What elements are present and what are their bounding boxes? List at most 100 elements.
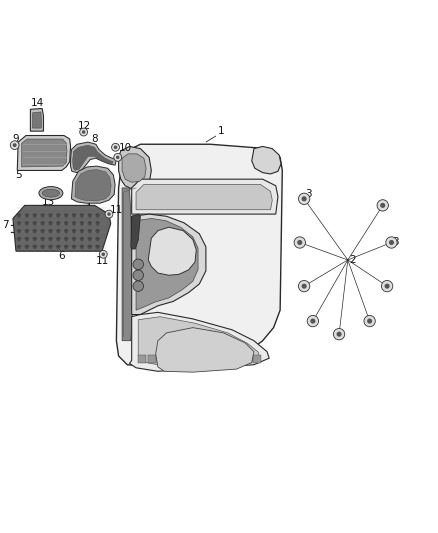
Polygon shape	[131, 214, 141, 249]
Circle shape	[298, 193, 310, 205]
Circle shape	[310, 319, 315, 324]
Circle shape	[302, 196, 307, 201]
Bar	[254, 354, 261, 362]
Circle shape	[116, 156, 120, 159]
Circle shape	[385, 284, 390, 289]
Circle shape	[95, 245, 100, 249]
Circle shape	[307, 316, 318, 327]
Circle shape	[25, 221, 29, 225]
Circle shape	[80, 237, 84, 241]
Circle shape	[13, 143, 17, 147]
Polygon shape	[13, 205, 111, 251]
Bar	[148, 354, 155, 362]
Circle shape	[381, 280, 393, 292]
Circle shape	[114, 146, 117, 149]
Circle shape	[64, 213, 68, 217]
Circle shape	[88, 229, 92, 233]
Ellipse shape	[39, 187, 63, 200]
Circle shape	[48, 221, 53, 225]
Circle shape	[88, 213, 92, 217]
Ellipse shape	[42, 189, 60, 197]
Polygon shape	[122, 188, 133, 341]
Circle shape	[56, 229, 60, 233]
Circle shape	[56, 245, 60, 249]
Circle shape	[99, 251, 107, 258]
Circle shape	[95, 229, 100, 233]
Circle shape	[17, 229, 21, 233]
Circle shape	[82, 130, 85, 134]
Circle shape	[64, 237, 68, 241]
Bar	[225, 354, 233, 362]
Polygon shape	[252, 147, 281, 174]
Circle shape	[48, 229, 53, 233]
Circle shape	[64, 245, 68, 249]
Circle shape	[32, 237, 37, 241]
Polygon shape	[32, 112, 41, 128]
Circle shape	[11, 141, 19, 149]
Circle shape	[95, 221, 100, 225]
Text: 3: 3	[305, 189, 312, 199]
Bar	[167, 354, 175, 362]
Circle shape	[102, 253, 105, 256]
Bar	[186, 354, 194, 362]
Circle shape	[48, 245, 53, 249]
Polygon shape	[71, 166, 115, 203]
Text: 7: 7	[2, 220, 8, 230]
Bar	[205, 354, 213, 362]
Bar	[138, 354, 146, 362]
Circle shape	[80, 221, 84, 225]
Circle shape	[40, 237, 45, 241]
Polygon shape	[136, 219, 198, 310]
Circle shape	[32, 229, 37, 233]
Polygon shape	[119, 147, 151, 189]
Polygon shape	[73, 145, 113, 171]
Text: 3: 3	[392, 238, 399, 247]
Circle shape	[40, 245, 45, 249]
Polygon shape	[148, 227, 196, 275]
Polygon shape	[21, 139, 67, 167]
Polygon shape	[132, 179, 278, 214]
Circle shape	[25, 237, 29, 241]
Circle shape	[386, 237, 397, 248]
Circle shape	[32, 213, 37, 217]
Polygon shape	[122, 154, 146, 182]
Polygon shape	[136, 184, 272, 210]
Circle shape	[17, 245, 21, 249]
Text: 10: 10	[119, 143, 132, 153]
Text: 11: 11	[110, 205, 123, 215]
Circle shape	[32, 221, 37, 225]
Polygon shape	[30, 108, 43, 131]
Circle shape	[377, 200, 389, 211]
Circle shape	[56, 213, 60, 217]
Circle shape	[40, 213, 45, 217]
Circle shape	[336, 332, 342, 337]
Polygon shape	[130, 312, 269, 372]
Circle shape	[107, 212, 111, 216]
Circle shape	[72, 213, 76, 217]
Circle shape	[80, 128, 88, 136]
Circle shape	[88, 245, 92, 249]
Text: 14: 14	[31, 98, 44, 108]
Bar	[177, 354, 184, 362]
Circle shape	[298, 280, 310, 292]
Polygon shape	[117, 144, 283, 367]
Circle shape	[294, 237, 305, 248]
Bar	[157, 354, 165, 362]
Circle shape	[32, 245, 37, 249]
Polygon shape	[71, 142, 117, 173]
Circle shape	[64, 229, 68, 233]
Circle shape	[114, 154, 122, 161]
Circle shape	[25, 229, 29, 233]
Circle shape	[48, 213, 53, 217]
Circle shape	[56, 221, 60, 225]
Circle shape	[333, 328, 345, 340]
Text: 2: 2	[350, 255, 357, 265]
Circle shape	[133, 281, 144, 292]
Circle shape	[112, 143, 120, 151]
Text: 6: 6	[59, 251, 65, 261]
Circle shape	[72, 237, 76, 241]
Circle shape	[25, 245, 29, 249]
Text: 13: 13	[42, 197, 55, 207]
Text: 11: 11	[95, 256, 109, 266]
Circle shape	[95, 213, 100, 217]
